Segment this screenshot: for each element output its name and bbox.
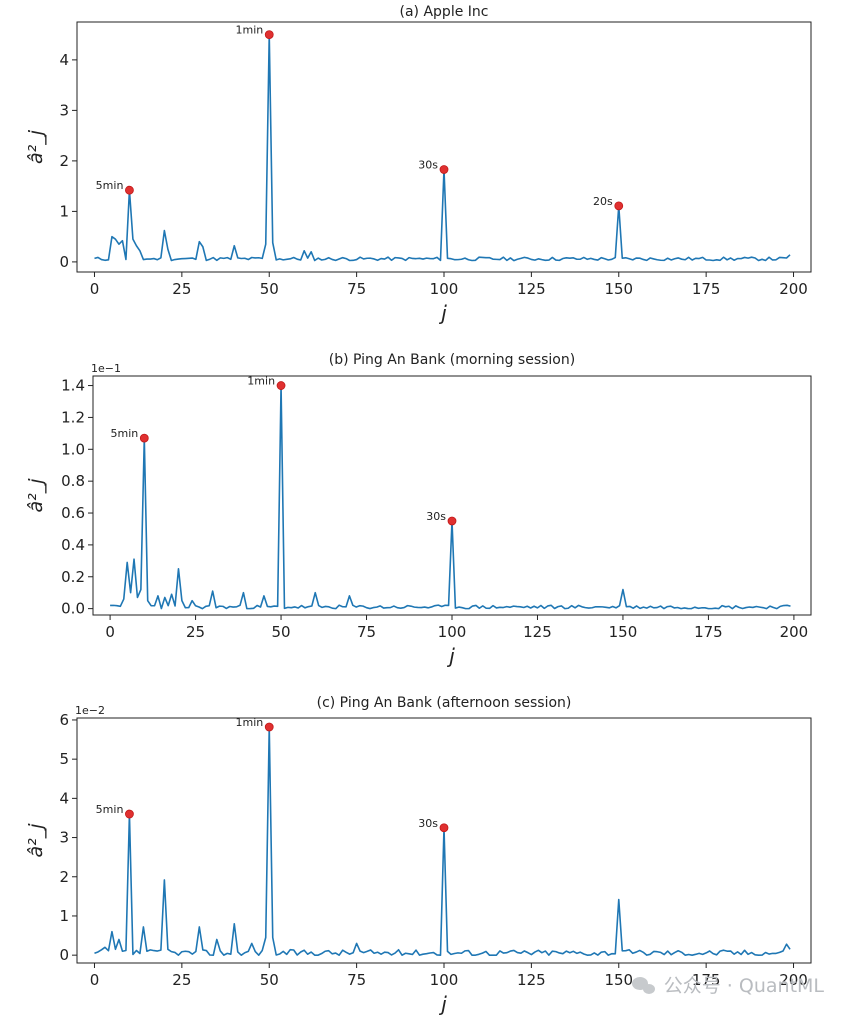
peak-marker [264,30,274,40]
y-axis-label: â²_j [25,478,47,513]
x-tick-label: 150 [604,971,633,989]
x-tick-label: 200 [779,280,808,298]
peak-label: 30s [426,510,446,523]
x-tick-label: 100 [438,623,467,641]
panel-ping-an-morning: (b) Ping An Bank (morning session) 0 25 50 7… [25,352,812,668]
x-tick-label: 125 [517,280,546,298]
peak-marker [125,809,134,819]
y-tick-label: 4 [59,789,69,807]
panel-ping-an-afternoon: (c) Ping An Bank (afternoon session)0 25 5… [25,695,812,1016]
peak-marker [125,185,134,195]
x-tick-label: 150 [609,623,638,641]
y-tick-label: 0.0 [61,600,85,618]
peak-marker [614,201,624,211]
y-tick-label: 5 [59,750,69,768]
x-tick-label: 75 [347,971,366,989]
y-tick-label: 2 [59,152,69,170]
y-tick-label: 6 [59,711,69,729]
x-tick-label: 100 [430,971,459,989]
peak-marker [447,516,457,526]
x-axis-label: j [438,301,447,325]
watermark-text: 公众号 · QuantML [663,975,824,997]
peak-marker [139,433,149,443]
x-tick-label: 75 [347,280,366,298]
x-tick-label: 50 [260,971,279,989]
y-offset-text: 1e−2 [75,704,105,717]
x-tick-label: 125 [517,971,546,989]
panel-title: (b) Ping An Bank (morning session) [329,352,575,368]
y-axis-label: â²_j [25,129,47,164]
series-line [94,726,791,956]
peak-marker [439,165,449,174]
axes-frame [76,21,812,273]
y-offset-text: 1e−1 [91,362,121,375]
peak-label: 20s [593,195,613,208]
x-tick-label: 175 [694,623,723,641]
panel-title: (a) Apple Inc [400,4,489,20]
x-tick-label: 125 [523,623,552,641]
y-tick-label: 1 [59,202,69,220]
y-tick-label: 0.2 [61,568,85,586]
y-tick-label: 0.8 [61,472,85,490]
wechat-icon [631,975,656,995]
peak-label: 1min [235,716,263,729]
peak-label: 30s [418,158,438,171]
x-axis-label: j [446,644,455,668]
peak-label: 5min [96,803,124,816]
x-tick-label: 50 [272,623,291,641]
series-line [110,384,791,610]
peak-label: 5min [96,179,124,192]
y-tick-label: 2 [59,868,69,886]
y-tick-label: 1.2 [61,408,85,426]
x-tick-label: 75 [357,623,376,641]
y-tick-label: 0.4 [61,536,85,554]
peak-marker [264,722,274,732]
peak-marker [276,381,286,390]
peak-label: 1min [235,24,263,37]
peak-label: 30s [418,817,438,830]
x-tick-label: 200 [779,971,808,989]
axes-frame [92,375,812,616]
y-tick-label: 4 [59,51,69,69]
x-tick-label: 0 [105,623,115,641]
peak-label: 1min [247,375,275,388]
watermark: 公众号 · QuantML [631,971,824,998]
y-tick-label: 1 [59,907,69,925]
x-tick-label: 150 [604,280,633,298]
x-tick-label: 50 [260,280,279,298]
x-tick-label: 0 [90,971,100,989]
x-tick-label: 25 [172,971,191,989]
y-tick-label: 0 [59,253,69,271]
y-tick-label: 3 [59,101,69,119]
y-tick-label: 3 [59,829,69,847]
series-line [94,33,791,262]
y-tick-label: 1.4 [61,377,85,395]
y-axis-label: â²_j [25,823,47,858]
peak-label: 5min [111,427,139,440]
panel-apple: (a) Apple Inc 0 25 50 75 100 125 150 175 200 0 1 2 3 4… [25,4,812,325]
x-tick-label: 0 [90,280,100,298]
x-tick-label: 175 [692,971,721,989]
x-tick-label: 25 [186,623,205,641]
x-axis-label: j [438,992,447,1016]
x-tick-label: 200 [780,623,809,641]
peak-marker [439,823,449,833]
x-tick-label: 175 [692,280,721,298]
x-tick-label: 100 [430,280,459,298]
x-tick-label: 25 [172,280,191,298]
y-tick-label: 0 [59,946,69,964]
y-tick-label: 0.6 [61,504,85,522]
y-tick-label: 1.0 [61,440,85,458]
panel-title: (c) Ping An Bank (afternoon session) [317,695,572,711]
